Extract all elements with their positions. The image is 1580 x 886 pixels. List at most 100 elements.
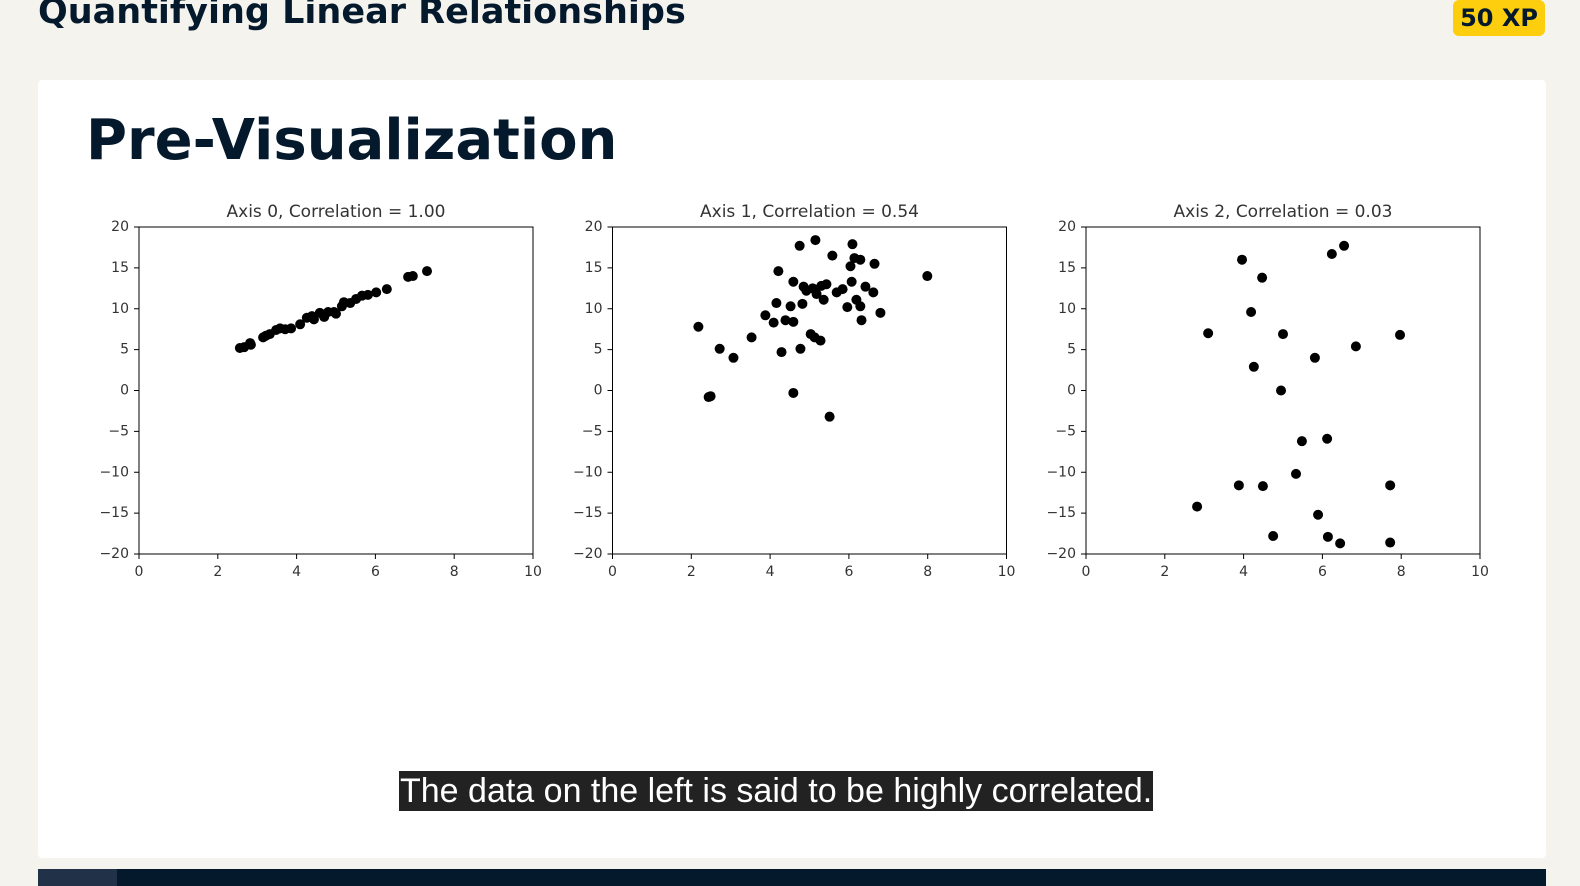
x-tick-label: 8 [450, 564, 459, 580]
y-tick-label: 15 [1058, 260, 1076, 276]
plot-frame [138, 226, 534, 555]
y-tick-label: −5 [108, 423, 129, 439]
x-tick-label: 2 [213, 564, 222, 580]
point [693, 321, 704, 332]
point [1313, 509, 1324, 520]
x-tick-label: 0 [608, 564, 617, 580]
point [1246, 307, 1257, 318]
point [728, 352, 739, 363]
point [788, 316, 799, 327]
point [811, 289, 822, 300]
x-tick-label: 6 [1318, 564, 1327, 580]
point [381, 284, 392, 295]
point [1237, 254, 1248, 265]
x-tick-label: 8 [923, 564, 932, 580]
header-title: Quantifying Linear Relationships [38, 0, 686, 32]
point [868, 287, 879, 298]
y-tick-label: 0 [1067, 383, 1076, 399]
x-tick-label: 4 [766, 564, 775, 580]
point [768, 317, 779, 328]
x-tick-label: 6 [844, 564, 853, 580]
plot-frame [612, 226, 1007, 555]
y-tick-label: 10 [1058, 301, 1076, 317]
point [922, 271, 933, 282]
y-tick-label: 5 [120, 342, 129, 358]
point [1385, 537, 1396, 548]
point [788, 387, 799, 398]
y-tick-label: −10 [573, 464, 603, 480]
y-tick-label: 15 [111, 260, 129, 276]
x-tick-label: 4 [1239, 564, 1248, 580]
point [846, 276, 857, 287]
y-tick-label: 5 [1067, 342, 1076, 358]
y-tick-label: 20 [1058, 219, 1076, 235]
x-tick-label: 6 [371, 564, 380, 580]
point [1192, 501, 1203, 512]
point [1276, 385, 1287, 396]
point [1322, 531, 1333, 542]
y-tick-label: 0 [594, 383, 603, 399]
point [1248, 361, 1259, 372]
progress [38, 869, 117, 886]
point [1309, 352, 1320, 363]
point [1291, 468, 1302, 479]
chart-title: Axis 1, Correlation = 0.54 [700, 202, 919, 222]
point [1257, 272, 1268, 283]
x-tick-label: 8 [1397, 564, 1406, 580]
y-tick-label: −15 [573, 505, 603, 521]
y-tick-label: −20 [99, 546, 129, 562]
point [780, 315, 791, 326]
point [1278, 329, 1288, 340]
point [818, 294, 829, 305]
point [371, 287, 382, 298]
point [788, 276, 799, 287]
slide-card [38, 80, 1546, 858]
point [869, 258, 880, 269]
y-tick-label: 15 [585, 260, 603, 276]
point [815, 335, 826, 346]
y-tick-label: −20 [1046, 546, 1076, 562]
slide-title: Pre-Visualization [86, 108, 618, 173]
point [1350, 341, 1361, 352]
point [331, 308, 341, 319]
y-tick-label: −10 [99, 464, 129, 480]
point [827, 250, 838, 261]
point [1339, 240, 1350, 251]
point [746, 332, 757, 343]
y-tick-label: −15 [99, 505, 129, 521]
y-tick-label: −15 [1046, 505, 1076, 521]
point [771, 298, 782, 309]
y-tick-label: 5 [594, 342, 603, 358]
x-tick-label: 10 [524, 564, 542, 580]
y-tick-label: −5 [1055, 423, 1076, 439]
x-tick-label: 2 [1160, 564, 1169, 580]
point [308, 314, 319, 325]
point [295, 319, 306, 330]
point [245, 339, 256, 350]
x-tick-label: 0 [1082, 564, 1091, 580]
point [776, 347, 787, 358]
point [856, 315, 867, 326]
point [810, 235, 821, 246]
point [1335, 538, 1346, 549]
point [286, 323, 297, 334]
point [842, 302, 853, 313]
point [1395, 329, 1406, 340]
point [875, 307, 886, 318]
y-tick-label: 20 [585, 219, 603, 235]
point [795, 343, 806, 354]
x-tick-label: 0 [135, 564, 144, 580]
caption: The data on the left is said to be highl… [399, 771, 1154, 811]
point [705, 391, 716, 402]
point [860, 281, 871, 292]
point [1257, 481, 1268, 492]
point [1268, 531, 1279, 542]
point [837, 284, 848, 295]
point [362, 289, 373, 300]
x-tick-label: 4 [292, 564, 301, 580]
y-tick-label: −5 [582, 423, 603, 439]
point [1326, 248, 1337, 259]
point [407, 271, 418, 282]
point [847, 239, 858, 250]
